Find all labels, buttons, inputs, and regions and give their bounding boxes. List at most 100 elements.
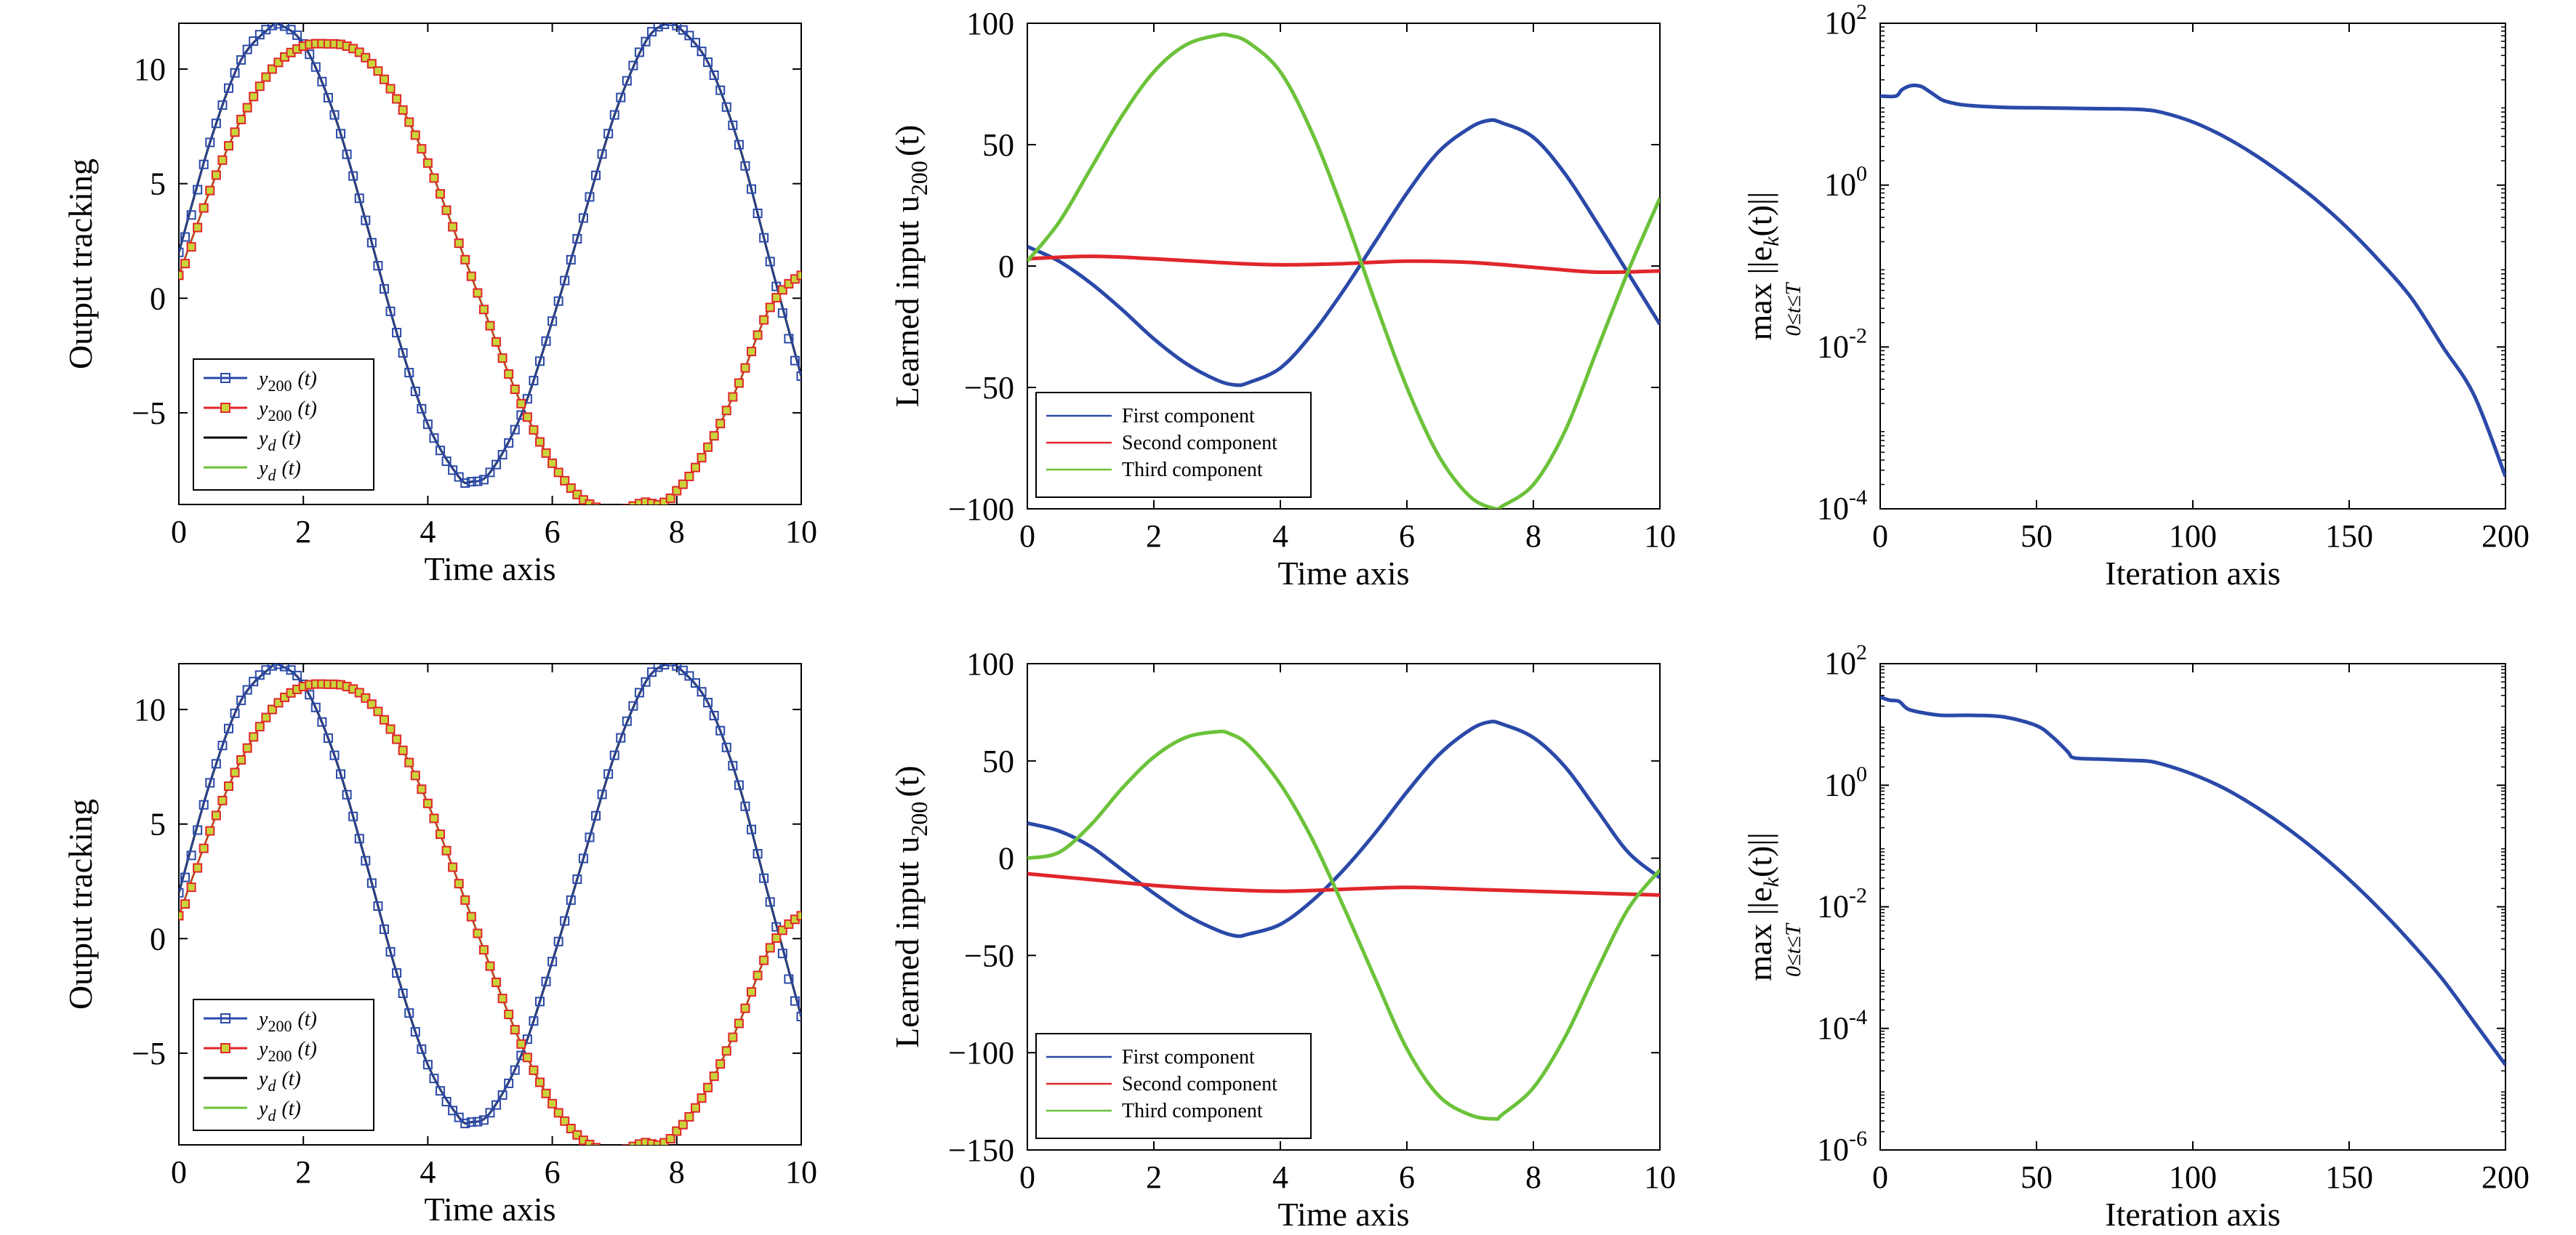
marker-square: [672, 486, 682, 496]
series-first-component-line: [1027, 118, 1660, 387]
marker-square: [796, 911, 801, 921]
marker-square: [728, 392, 738, 402]
marker-square: [236, 55, 246, 65]
marker-square: [317, 76, 327, 87]
marker-square: [753, 208, 763, 218]
series-y200-blue-line: [179, 664, 801, 1125]
x-tick-label: 6: [1399, 518, 1415, 554]
marker-square: [777, 308, 787, 318]
marker-square: [684, 1111, 694, 1122]
marker-square: [591, 810, 601, 821]
marker-square: [254, 81, 265, 92]
marker-square: [740, 161, 750, 171]
marker-square: [560, 916, 570, 926]
x-tick-label: 2: [295, 514, 311, 550]
marker-square: [784, 919, 794, 929]
marker-square: [417, 144, 427, 154]
y-axis-label: max ||ek(t)||: [1741, 192, 1783, 341]
marker-square: [709, 1071, 719, 1082]
marker-square: [504, 1078, 514, 1088]
marker-square: [392, 734, 402, 744]
marker-square: [379, 715, 389, 725]
marker-square: [466, 477, 476, 487]
marker-square: [703, 1082, 713, 1093]
y-tick-label: −150: [948, 1133, 1014, 1168]
x-tick-label: 10: [785, 1154, 817, 1190]
y-tick-label: 5: [150, 807, 166, 842]
marker-square: [410, 771, 420, 781]
legend-label: y200 (t): [257, 398, 317, 425]
marker-square: [491, 977, 502, 987]
y-tick-label: 50: [982, 744, 1014, 779]
marker-square: [223, 141, 233, 151]
marker-square: [261, 712, 271, 723]
x-tick-label: 8: [1525, 1159, 1541, 1195]
marker-square: [497, 1090, 507, 1101]
marker-square: [653, 1140, 663, 1145]
x-tick-label: 50: [2021, 518, 2053, 554]
x-tick-label: 200: [2481, 518, 2529, 554]
axes-box: [178, 23, 802, 505]
marker-square: [566, 1124, 576, 1134]
marker-square: [373, 707, 383, 717]
marker-square: [522, 394, 532, 404]
marker-square: [317, 717, 327, 727]
marker-square: [734, 140, 744, 150]
x-tick-label: 10: [785, 514, 817, 550]
marker-square: [597, 149, 607, 159]
marker-square: [759, 955, 769, 965]
marker-square: [665, 494, 675, 504]
marker-square: [180, 259, 190, 269]
marker-square: [205, 826, 215, 836]
marker-square: [747, 184, 757, 194]
marker-square: [566, 254, 576, 265]
marker-square: [609, 110, 619, 120]
marker-square: [598, 505, 606, 513]
marker-square: [242, 743, 252, 753]
marker-square: [647, 667, 657, 677]
y-tick-label: 102: [1824, 0, 1867, 41]
marker-square: [578, 213, 588, 223]
marker-square: [678, 479, 688, 489]
marker-square: [777, 285, 787, 295]
marker-square: [348, 811, 358, 821]
marker-square: [198, 203, 209, 213]
y-tick-label: −5: [132, 1036, 166, 1071]
x-tick-label: 100: [2169, 518, 2217, 554]
marker-square: [379, 74, 389, 84]
x-tick-label: 50: [2021, 1159, 2053, 1195]
marker-square: [385, 306, 396, 316]
marker-square: [379, 283, 389, 294]
legend-label: yd (t): [257, 1098, 301, 1125]
marker-square: [286, 665, 296, 675]
marker-square: [534, 356, 545, 366]
marker-square: [665, 23, 675, 26]
marker-square: [198, 843, 209, 853]
marker-square: [410, 130, 420, 140]
marker-square: [516, 398, 526, 409]
marker-square: [653, 23, 663, 32]
marker-square: [628, 701, 638, 711]
marker-square: [547, 957, 558, 967]
marker-square: [790, 996, 800, 1006]
x-axis-label: Iteration axis: [2105, 1196, 2280, 1233]
marker-square: [273, 664, 284, 669]
marker-square: [211, 759, 221, 769]
marker-square: [665, 664, 675, 667]
marker-square: [385, 84, 396, 94]
marker-square: [541, 448, 551, 458]
y-tick-label: −5: [132, 395, 166, 431]
marker-square: [354, 47, 364, 57]
marker-square: [436, 829, 446, 840]
marker-square: [684, 471, 694, 481]
marker-square: [678, 25, 688, 35]
marker-square: [398, 988, 408, 998]
marker-square: [647, 27, 657, 37]
marker-square: [510, 1065, 520, 1075]
marker-square: [249, 677, 259, 687]
marker-square: [721, 102, 731, 112]
x-tick-label: 8: [669, 514, 685, 550]
marker-square: [665, 1134, 675, 1144]
marker-square: [796, 371, 801, 381]
marker-square: [417, 1044, 427, 1054]
